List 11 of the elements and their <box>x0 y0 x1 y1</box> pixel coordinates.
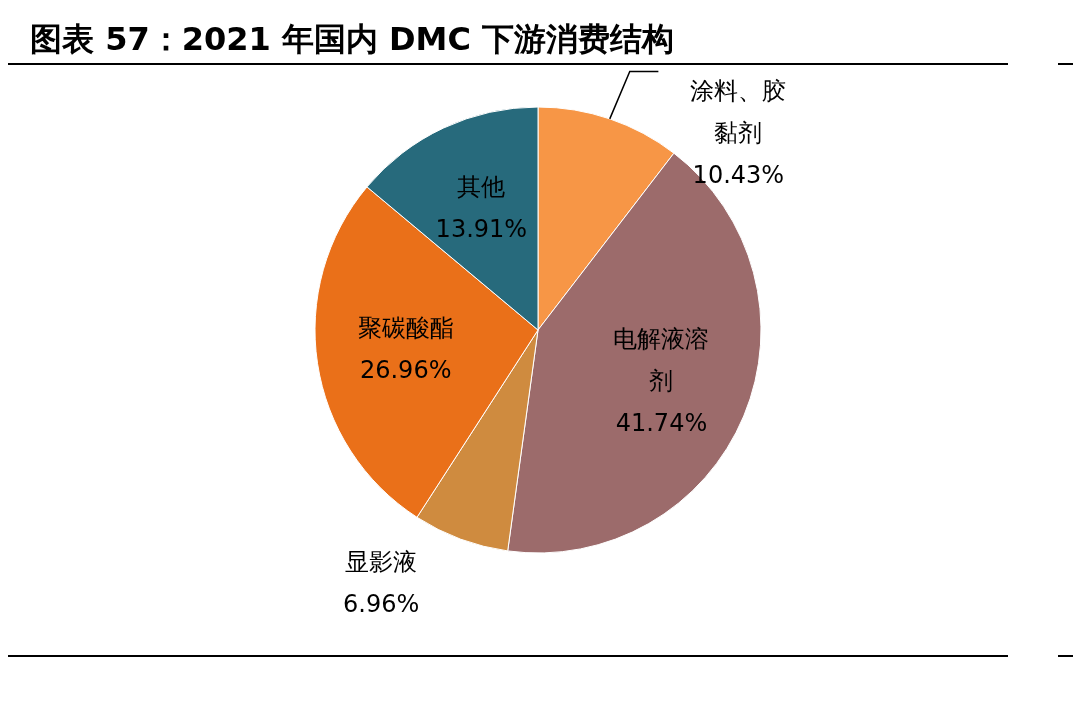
slice-label: 涂料、胶黏剂 <box>690 76 787 147</box>
slice-label: 显影液 <box>345 548 418 577</box>
data-label: 10.43% <box>692 160 785 189</box>
data-label: 6.96% <box>343 590 420 619</box>
data-label: 13.91% <box>435 214 528 243</box>
data-label: 26.96% <box>359 356 452 385</box>
data-label: 41.74% <box>615 408 708 437</box>
slice-label: 聚碳酸酯 <box>357 314 454 343</box>
slice-label: 电解液溶剂 <box>613 324 710 395</box>
chart-title: 图表 57：2021 年国内 DMC 下游消费结构 <box>30 20 675 58</box>
slice-label: 其他 <box>457 172 506 201</box>
